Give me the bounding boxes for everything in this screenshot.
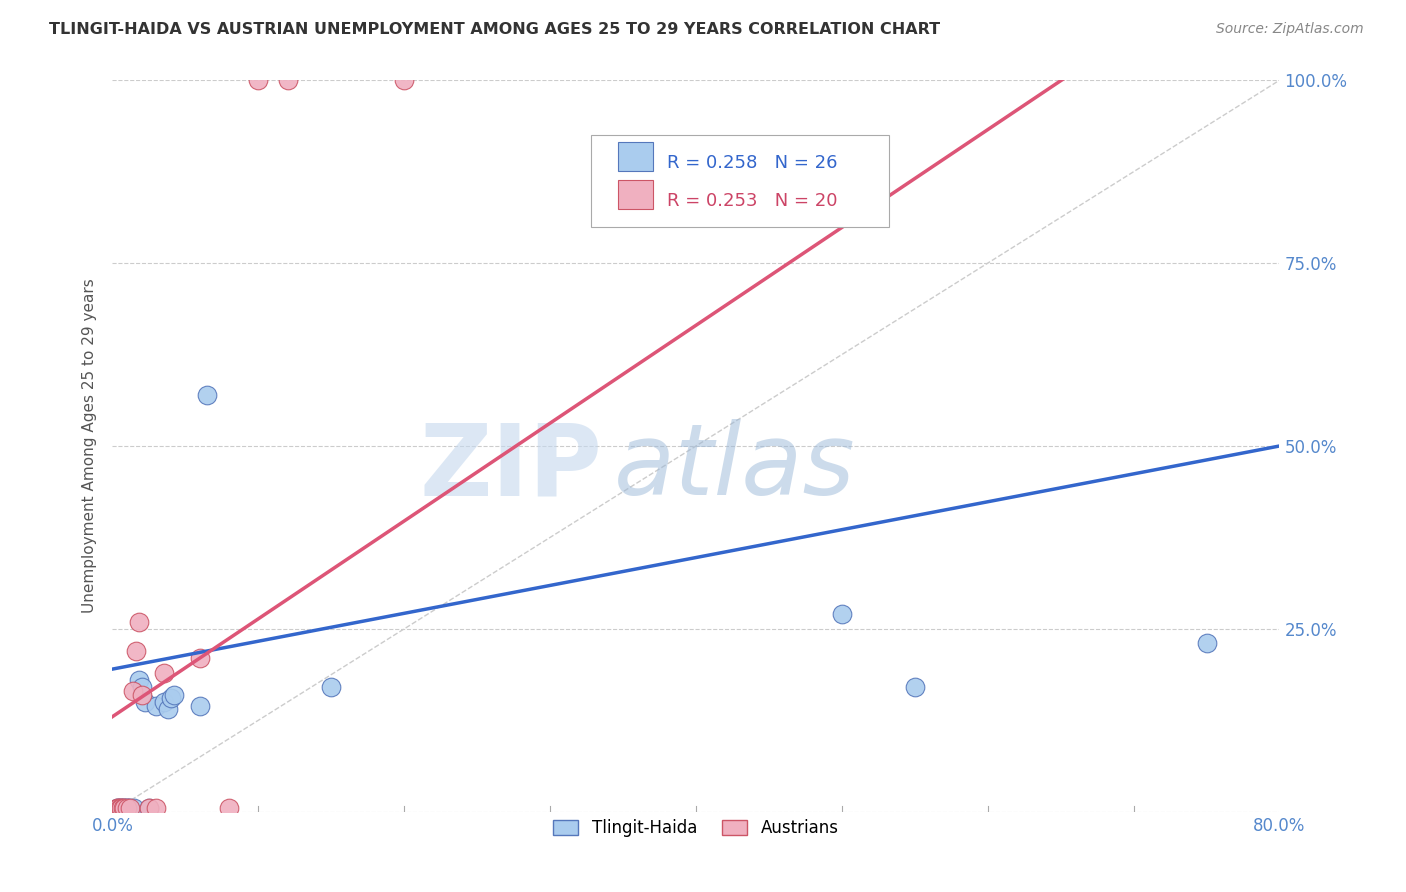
Point bbox=[131, 688, 153, 702]
Point bbox=[124, 801, 146, 815]
Point bbox=[110, 801, 132, 815]
Point bbox=[125, 644, 148, 658]
Point bbox=[105, 801, 128, 815]
Y-axis label: Unemployment Among Ages 25 to 29 years: Unemployment Among Ages 25 to 29 years bbox=[82, 278, 97, 614]
Point bbox=[122, 684, 145, 698]
Point bbox=[131, 681, 153, 695]
Text: ZIP: ZIP bbox=[420, 419, 603, 516]
Point bbox=[904, 681, 927, 695]
Bar bbox=[617, 142, 652, 171]
Point bbox=[163, 688, 186, 702]
Point bbox=[128, 673, 150, 687]
Text: R = 0.253   N = 20: R = 0.253 N = 20 bbox=[666, 193, 838, 211]
Point bbox=[145, 801, 167, 815]
Legend: Tlingit-Haida, Austrians: Tlingit-Haida, Austrians bbox=[547, 813, 845, 844]
Point bbox=[247, 73, 270, 87]
Bar bbox=[617, 179, 652, 209]
Point bbox=[114, 801, 136, 815]
Point bbox=[276, 73, 298, 87]
Point bbox=[138, 801, 160, 815]
Point bbox=[831, 607, 853, 622]
Point bbox=[111, 801, 134, 815]
Point bbox=[128, 615, 150, 629]
Point bbox=[110, 801, 132, 815]
Point bbox=[107, 801, 129, 815]
Point bbox=[112, 801, 135, 815]
Text: R = 0.258   N = 26: R = 0.258 N = 26 bbox=[666, 154, 838, 172]
Point bbox=[134, 695, 156, 709]
Point bbox=[394, 73, 416, 87]
Point bbox=[321, 681, 343, 695]
Point bbox=[160, 691, 183, 706]
Text: Source: ZipAtlas.com: Source: ZipAtlas.com bbox=[1216, 22, 1364, 37]
Point bbox=[138, 801, 160, 815]
Point bbox=[188, 698, 211, 713]
Point bbox=[105, 801, 128, 815]
Point bbox=[112, 801, 135, 815]
Point bbox=[152, 665, 174, 680]
Point bbox=[115, 801, 138, 815]
Point bbox=[107, 801, 129, 815]
Point bbox=[1195, 636, 1218, 650]
Point bbox=[188, 651, 211, 665]
Text: TLINGIT-HAIDA VS AUSTRIAN UNEMPLOYMENT AMONG AGES 25 TO 29 YEARS CORRELATION CHA: TLINGIT-HAIDA VS AUSTRIAN UNEMPLOYMENT A… bbox=[49, 22, 941, 37]
Point bbox=[145, 698, 167, 713]
Point bbox=[195, 388, 218, 402]
Point bbox=[218, 801, 240, 815]
Point bbox=[117, 801, 139, 815]
Point bbox=[115, 801, 138, 815]
Point bbox=[108, 801, 131, 815]
Text: atlas: atlas bbox=[614, 419, 856, 516]
Point bbox=[118, 801, 141, 815]
Point bbox=[111, 801, 134, 815]
Point bbox=[152, 695, 174, 709]
Point bbox=[118, 801, 141, 815]
Point bbox=[156, 702, 179, 716]
FancyBboxPatch shape bbox=[591, 135, 889, 227]
Point bbox=[108, 801, 131, 815]
